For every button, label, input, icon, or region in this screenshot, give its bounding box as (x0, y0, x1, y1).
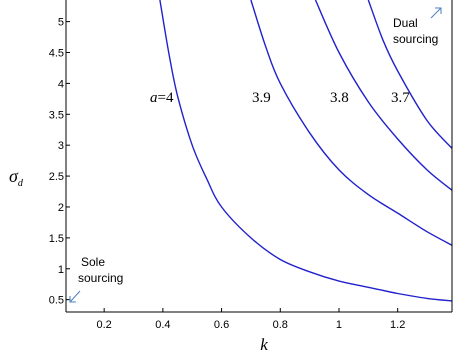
y-tick-label: 0.5 (49, 295, 64, 307)
x-tick-label: 0.2 (97, 319, 112, 331)
sole-sourcing-label-line1: Sole (81, 255, 105, 269)
curve-label-3-7: 3.7 (391, 90, 410, 106)
curve-label-3-8: 3.8 (330, 90, 349, 106)
y-axis-title-subscript: d (18, 178, 24, 189)
x-tick-label: 1.2 (390, 319, 405, 331)
x-tick-label: 0.4 (155, 319, 170, 331)
y-tick-label: 2.5 (49, 171, 64, 183)
y-tick-label: 3.5 (49, 109, 64, 121)
y-tick-label: 4.5 (49, 48, 64, 60)
curve-label-a4-value: =4 (158, 90, 174, 106)
y-tick-label: 5 (58, 17, 64, 29)
y-tick-label: 2 (58, 202, 64, 214)
y-tick-label: 1.5 (49, 233, 64, 245)
sole-sourcing-label-line2: sourcing (78, 271, 123, 285)
plot-area (66, 0, 452, 312)
y-tick-label: 1 (58, 264, 64, 276)
curve-label-3-9: 3.9 (252, 90, 271, 106)
x-tick-label: 0.6 (214, 319, 229, 331)
x-tick-label: 1 (336, 319, 342, 331)
y-tick-label: 3 (58, 140, 64, 152)
y-tick-label: 4 (58, 78, 64, 90)
x-tick-label: 0.8 (273, 319, 288, 331)
dual-sourcing-label-line2: sourcing (393, 32, 438, 46)
curve-label-a4: a=4 (150, 90, 174, 106)
x-axis-title: k (260, 335, 268, 354)
dual-sourcing-label-line1: Dual (393, 16, 418, 30)
curve-label-a4-italic: a (150, 90, 158, 106)
y-axis-title: σd (9, 166, 24, 189)
